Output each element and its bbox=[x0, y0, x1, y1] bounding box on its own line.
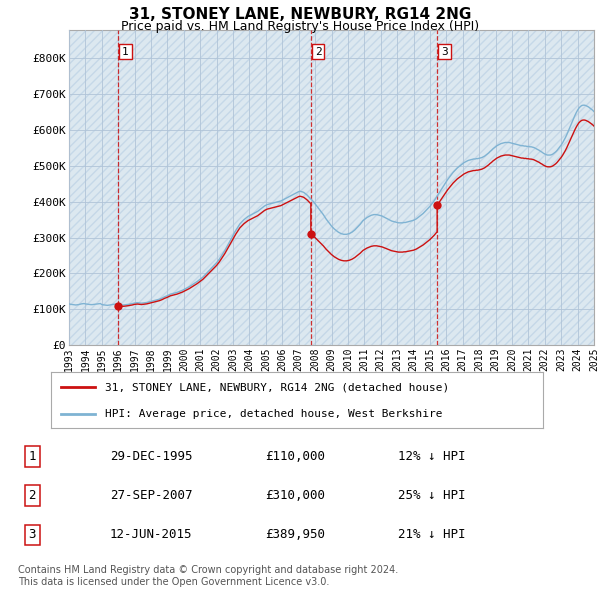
Text: 12-JUN-2015: 12-JUN-2015 bbox=[110, 529, 193, 542]
Text: 1: 1 bbox=[122, 47, 129, 57]
Text: £310,000: £310,000 bbox=[265, 489, 325, 502]
Text: 3: 3 bbox=[28, 529, 36, 542]
Text: 2: 2 bbox=[28, 489, 36, 502]
Text: 25% ↓ HPI: 25% ↓ HPI bbox=[398, 489, 466, 502]
Text: Contains HM Land Registry data © Crown copyright and database right 2024.
This d: Contains HM Land Registry data © Crown c… bbox=[18, 565, 398, 587]
Text: 21% ↓ HPI: 21% ↓ HPI bbox=[398, 529, 466, 542]
Text: Price paid vs. HM Land Registry's House Price Index (HPI): Price paid vs. HM Land Registry's House … bbox=[121, 20, 479, 33]
Text: 2: 2 bbox=[315, 47, 322, 57]
Text: £389,950: £389,950 bbox=[265, 529, 325, 542]
Text: 12% ↓ HPI: 12% ↓ HPI bbox=[398, 450, 466, 463]
Text: 31, STONEY LANE, NEWBURY, RG14 2NG: 31, STONEY LANE, NEWBURY, RG14 2NG bbox=[129, 7, 471, 22]
Text: 27-SEP-2007: 27-SEP-2007 bbox=[110, 489, 193, 502]
Text: 29-DEC-1995: 29-DEC-1995 bbox=[110, 450, 193, 463]
Text: 1: 1 bbox=[28, 450, 36, 463]
Text: £110,000: £110,000 bbox=[265, 450, 325, 463]
Text: HPI: Average price, detached house, West Berkshire: HPI: Average price, detached house, West… bbox=[105, 409, 443, 419]
Text: 3: 3 bbox=[441, 47, 448, 57]
Text: 31, STONEY LANE, NEWBURY, RG14 2NG (detached house): 31, STONEY LANE, NEWBURY, RG14 2NG (deta… bbox=[105, 382, 449, 392]
